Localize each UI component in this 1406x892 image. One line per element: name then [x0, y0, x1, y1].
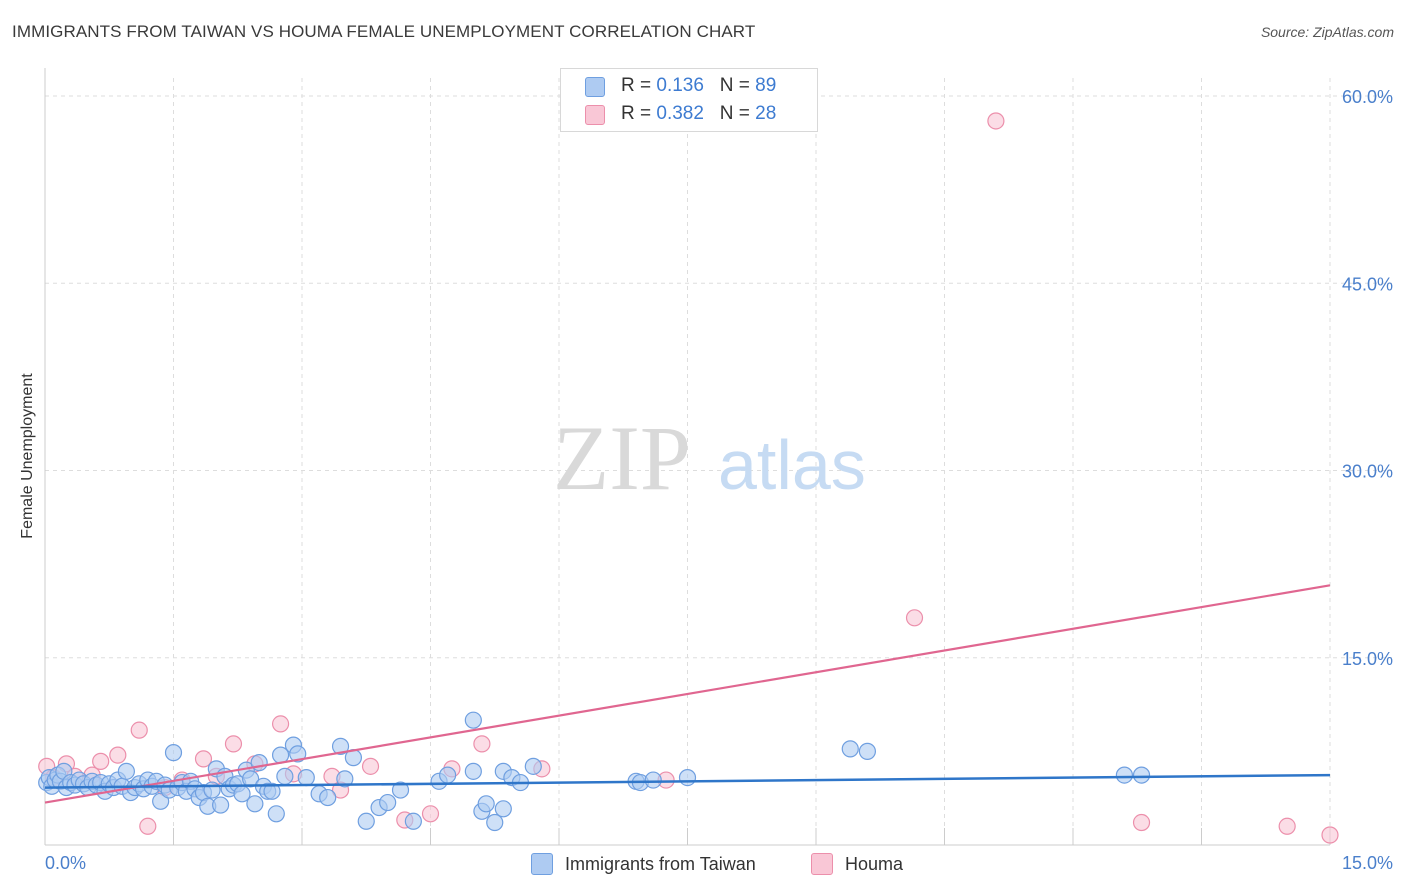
houma-point — [271, 715, 290, 733]
houma-point — [224, 735, 243, 753]
taiwan-point — [464, 711, 482, 729]
axes — [44, 68, 1331, 846]
houma-point — [473, 735, 491, 753]
y-tick-label: 60.0% — [1342, 87, 1393, 107]
taiwan-point — [203, 781, 221, 799]
taiwan-n-value: 89 — [755, 75, 777, 96]
stats-legend: R = 0.136 N = 89 R = 0.382 N = 28 — [560, 68, 818, 132]
houma-point — [92, 752, 110, 770]
source-credit: Source: ZipAtlas.com — [1260, 24, 1394, 40]
taiwan-point — [841, 740, 859, 758]
taiwan-point — [678, 768, 697, 787]
taiwan-point — [391, 781, 410, 799]
y-tick-label: 30.0% — [1342, 462, 1393, 482]
taiwan-point — [644, 771, 662, 789]
taiwan-point — [486, 813, 504, 832]
houma-point — [130, 721, 148, 739]
taiwan-legend-swatch — [531, 853, 553, 875]
taiwan-r-value: 0.136 — [656, 75, 704, 96]
taiwan-point — [263, 782, 281, 800]
houma-r-value: 0.382 — [656, 103, 704, 124]
stats-row-taiwan: R = 0.136 N = 89 — [585, 74, 777, 98]
taiwan-point — [524, 757, 542, 775]
houma-point — [139, 817, 157, 835]
tick-labels: 15.0% 30.0% 45.0% 60.0% 0.0% 15.0% — [45, 87, 1393, 873]
watermark-atlas: atlas — [718, 426, 866, 504]
taiwan-trend-line — [44, 773, 1331, 789]
r-label: R = — [621, 75, 657, 96]
r-label: R = — [621, 103, 657, 124]
trend-lines — [44, 584, 1331, 804]
taiwan-point — [164, 744, 183, 762]
y-tick-label: 15.0% — [1342, 649, 1393, 669]
houma-point — [905, 609, 924, 627]
taiwan-point — [1132, 766, 1151, 784]
taiwan-point — [331, 737, 350, 755]
taiwan-point — [477, 795, 495, 813]
taiwan-point — [494, 800, 512, 818]
taiwan-point — [357, 812, 375, 830]
taiwan-point — [267, 805, 285, 823]
y-tick-label: 45.0% — [1342, 274, 1393, 294]
houma-legend-swatch — [811, 853, 833, 875]
houma-point — [109, 746, 127, 764]
houma-point — [421, 805, 440, 823]
legend-item-houma[interactable]: Houma — [811, 851, 903, 877]
taiwan-point — [117, 762, 135, 780]
taiwan-point — [1115, 766, 1134, 784]
chart-title: IMMIGRANTS FROM TAIWAN VS HOUMA FEMALE U… — [12, 22, 756, 41]
grid-lines — [45, 78, 1392, 845]
taiwan-point — [276, 767, 294, 785]
x-tick-label: 15.0% — [1342, 853, 1393, 873]
taiwan-swatch — [585, 77, 605, 97]
watermark-zip: ZIP — [553, 407, 691, 509]
series-legend: Immigrants from Taiwan Houma — [0, 851, 1406, 877]
x-tick-label: 0.0% — [45, 853, 86, 873]
taiwan-point — [246, 795, 264, 813]
taiwan-legend-label: Immigrants from Taiwan — [565, 853, 756, 874]
houma-point — [1321, 826, 1339, 844]
houma-legend-label: Houma — [845, 853, 904, 874]
houma-n-value: 28 — [755, 103, 777, 124]
n-label: N = — [719, 75, 756, 96]
houma-point — [194, 750, 213, 768]
taiwan-point — [439, 766, 457, 784]
taiwan-point — [212, 796, 230, 814]
taiwan-point — [297, 768, 315, 787]
taiwan-point — [379, 793, 397, 812]
stats-row-houma: R = 0.382 N = 28 — [585, 102, 777, 126]
houma-point — [1132, 813, 1151, 832]
houma-point — [987, 112, 1005, 130]
taiwan-point — [289, 745, 307, 763]
houma-point — [361, 757, 380, 775]
taiwan-point — [242, 770, 260, 788]
taiwan-point — [858, 742, 877, 760]
houma-trend-line — [44, 584, 1331, 804]
taiwan-point — [319, 788, 337, 807]
houma-point — [1278, 817, 1296, 835]
taiwan-point — [336, 770, 354, 788]
taiwan-point — [464, 762, 482, 780]
legend-item-taiwan[interactable]: Immigrants from Taiwan — [531, 851, 756, 877]
watermark: ZIP atlas — [553, 407, 866, 509]
taiwan-point — [404, 812, 422, 830]
n-label: N = — [719, 103, 756, 124]
houma-swatch — [585, 105, 605, 125]
